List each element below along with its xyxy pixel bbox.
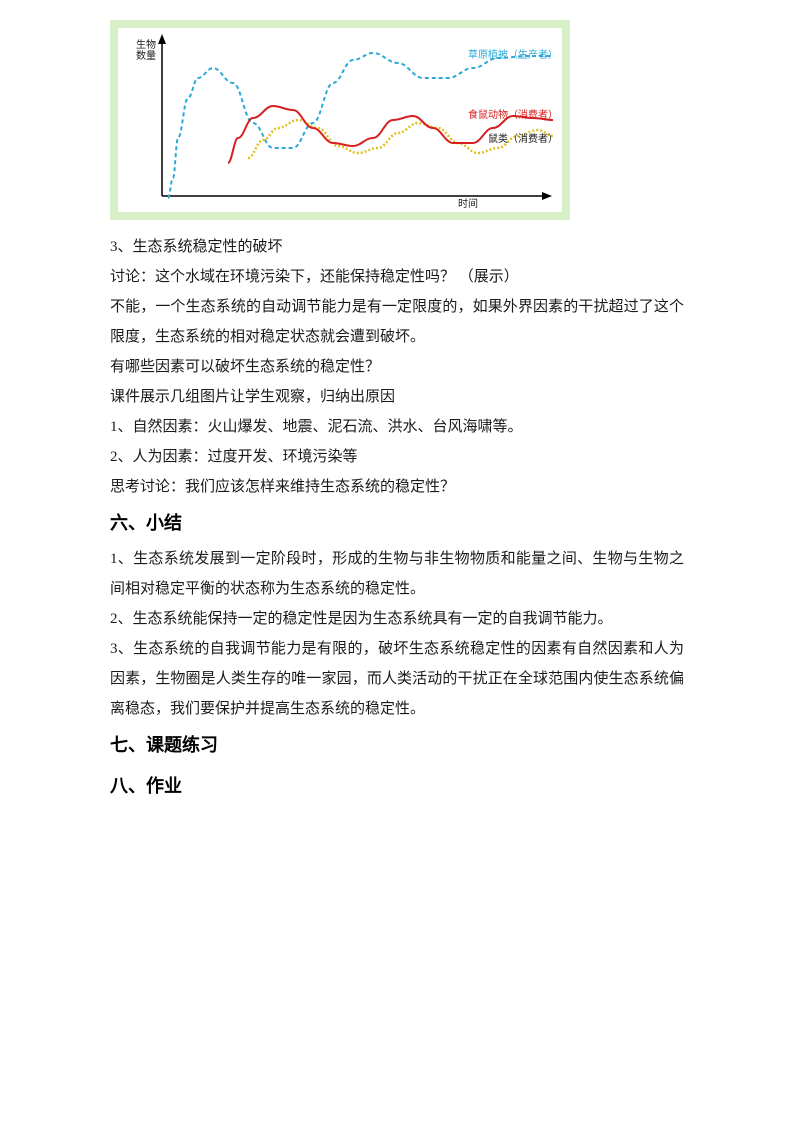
paragraph: 1、生态系统发展到一定阶段时，形成的生物与非生物物质和能量之间、生物与生物之间相… bbox=[110, 544, 684, 604]
heading-summary: 六、小结 bbox=[110, 504, 684, 544]
chart-plot-area: 生物数量 时间 草原植被（生产者） 食鼠动物（消费者） 鼠类（消费者） bbox=[118, 28, 562, 212]
paragraph: 讨论：这个水域在环境污染下，还能保持稳定性吗？ （展示） bbox=[110, 262, 684, 292]
series-label-predator: 食鼠动物（消费者） bbox=[468, 110, 558, 122]
paragraph: 课件展示几组图片让学生观察，归纳出原因 bbox=[110, 382, 684, 412]
paragraph: 3、生态系统的自我调节能力是有限的，破坏生态系统稳定性的因素有自然因素和人为因素… bbox=[110, 634, 684, 724]
series-label-mouse: 鼠类（消费者） bbox=[488, 134, 558, 146]
x-axis-label: 时间 bbox=[458, 195, 478, 210]
ecology-chart: 生物数量 时间 草原植被（生产者） 食鼠动物（消费者） 鼠类（消费者） bbox=[110, 20, 570, 220]
y-axis-label: 生物数量 bbox=[136, 40, 156, 62]
y-axis-arrow bbox=[158, 34, 166, 44]
series-grass-line bbox=[168, 53, 553, 198]
heading-exercise: 七、课题练习 bbox=[110, 726, 684, 766]
paragraph: 思考讨论：我们应该怎样来维持生态系统的稳定性？ bbox=[110, 472, 684, 502]
x-axis-arrow bbox=[542, 192, 552, 200]
paragraph: 3、生态系统稳定性的破坏 bbox=[110, 232, 684, 262]
heading-homework: 八、作业 bbox=[110, 767, 684, 807]
paragraph: 2、生态系统能保持一定的稳定性是因为生态系统具有一定的自我调节能力。 bbox=[110, 604, 684, 634]
paragraph: 1、自然因素：火山爆发、地震、泥石流、洪水、台风海啸等。 bbox=[110, 412, 684, 442]
page-content: 生物数量 时间 草原植被（生产者） 食鼠动物（消费者） 鼠类（消费者） 3、生态… bbox=[0, 0, 794, 807]
paragraph: 不能，一个生态系统的自动调节能力是有一定限度的，如果外界因素的干扰超过了这个限度… bbox=[110, 292, 684, 352]
paragraph: 有哪些因素可以破坏生态系统的稳定性？ bbox=[110, 352, 684, 382]
paragraph: 2、人为因素：过度开发、环境污染等 bbox=[110, 442, 684, 472]
series-label-grass: 草原植被（生产者） bbox=[468, 50, 558, 62]
